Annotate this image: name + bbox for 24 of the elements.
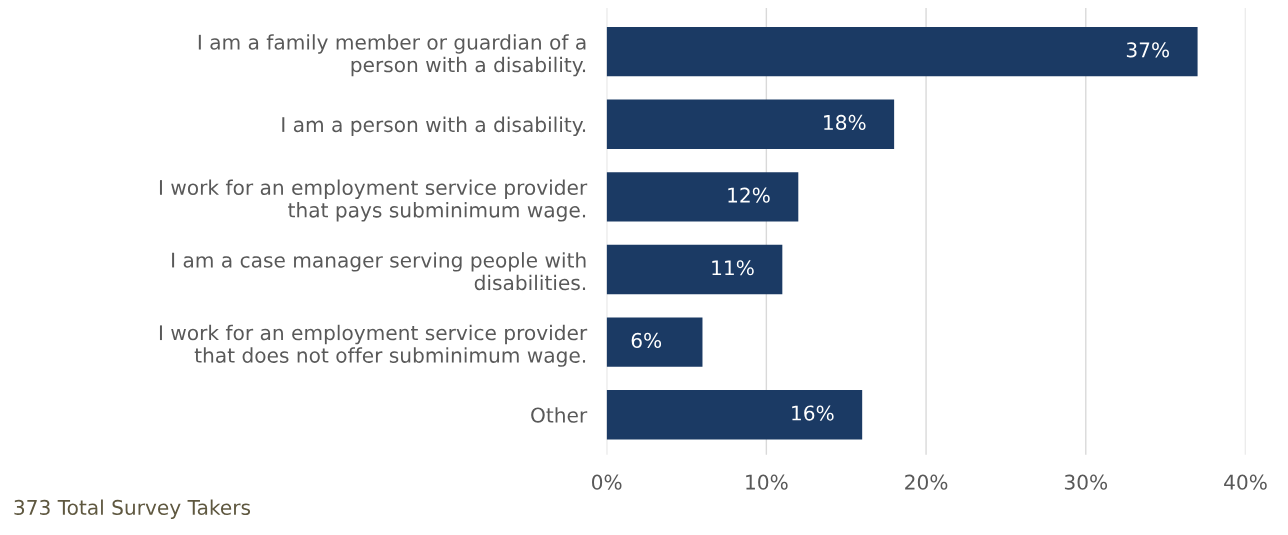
bar (606, 172, 799, 222)
data-label: 12% (728, 187, 770, 203)
x-tick-label: 0% (592, 474, 622, 490)
data-label: 16% (792, 405, 834, 421)
data-label: 6% (631, 332, 662, 348)
bar (606, 99, 895, 149)
y-tick-label: I work for an employment service provider that pays subminimum wage. (159, 179, 588, 222)
bar (606, 317, 703, 367)
y-tick-label: I am a family member or guardian of a person with a disability. (198, 34, 586, 77)
bar (606, 390, 863, 440)
bar (606, 26, 1198, 77)
x-tick-label: 40% (1224, 474, 1267, 490)
data-label: 18% (824, 114, 866, 131)
x-tick-label: 10% (746, 474, 788, 490)
data-label: 11% (712, 260, 754, 276)
y-tick-label: I am a person with a disability. (282, 116, 586, 137)
bar (606, 244, 783, 295)
data-label: 37% (1126, 42, 1170, 58)
y-tick-label: Other (531, 407, 588, 423)
y-tick-label: I work for an employment service provider that does not offer subminimum wage. (159, 324, 588, 367)
text: 373 Total Survey Takers (14, 499, 251, 519)
y-tick-label: I am a case manager serving people with disabilities. (172, 252, 586, 291)
x-tick-label: 20% (905, 474, 948, 490)
x-tick-label: 30% (1064, 474, 1108, 490)
